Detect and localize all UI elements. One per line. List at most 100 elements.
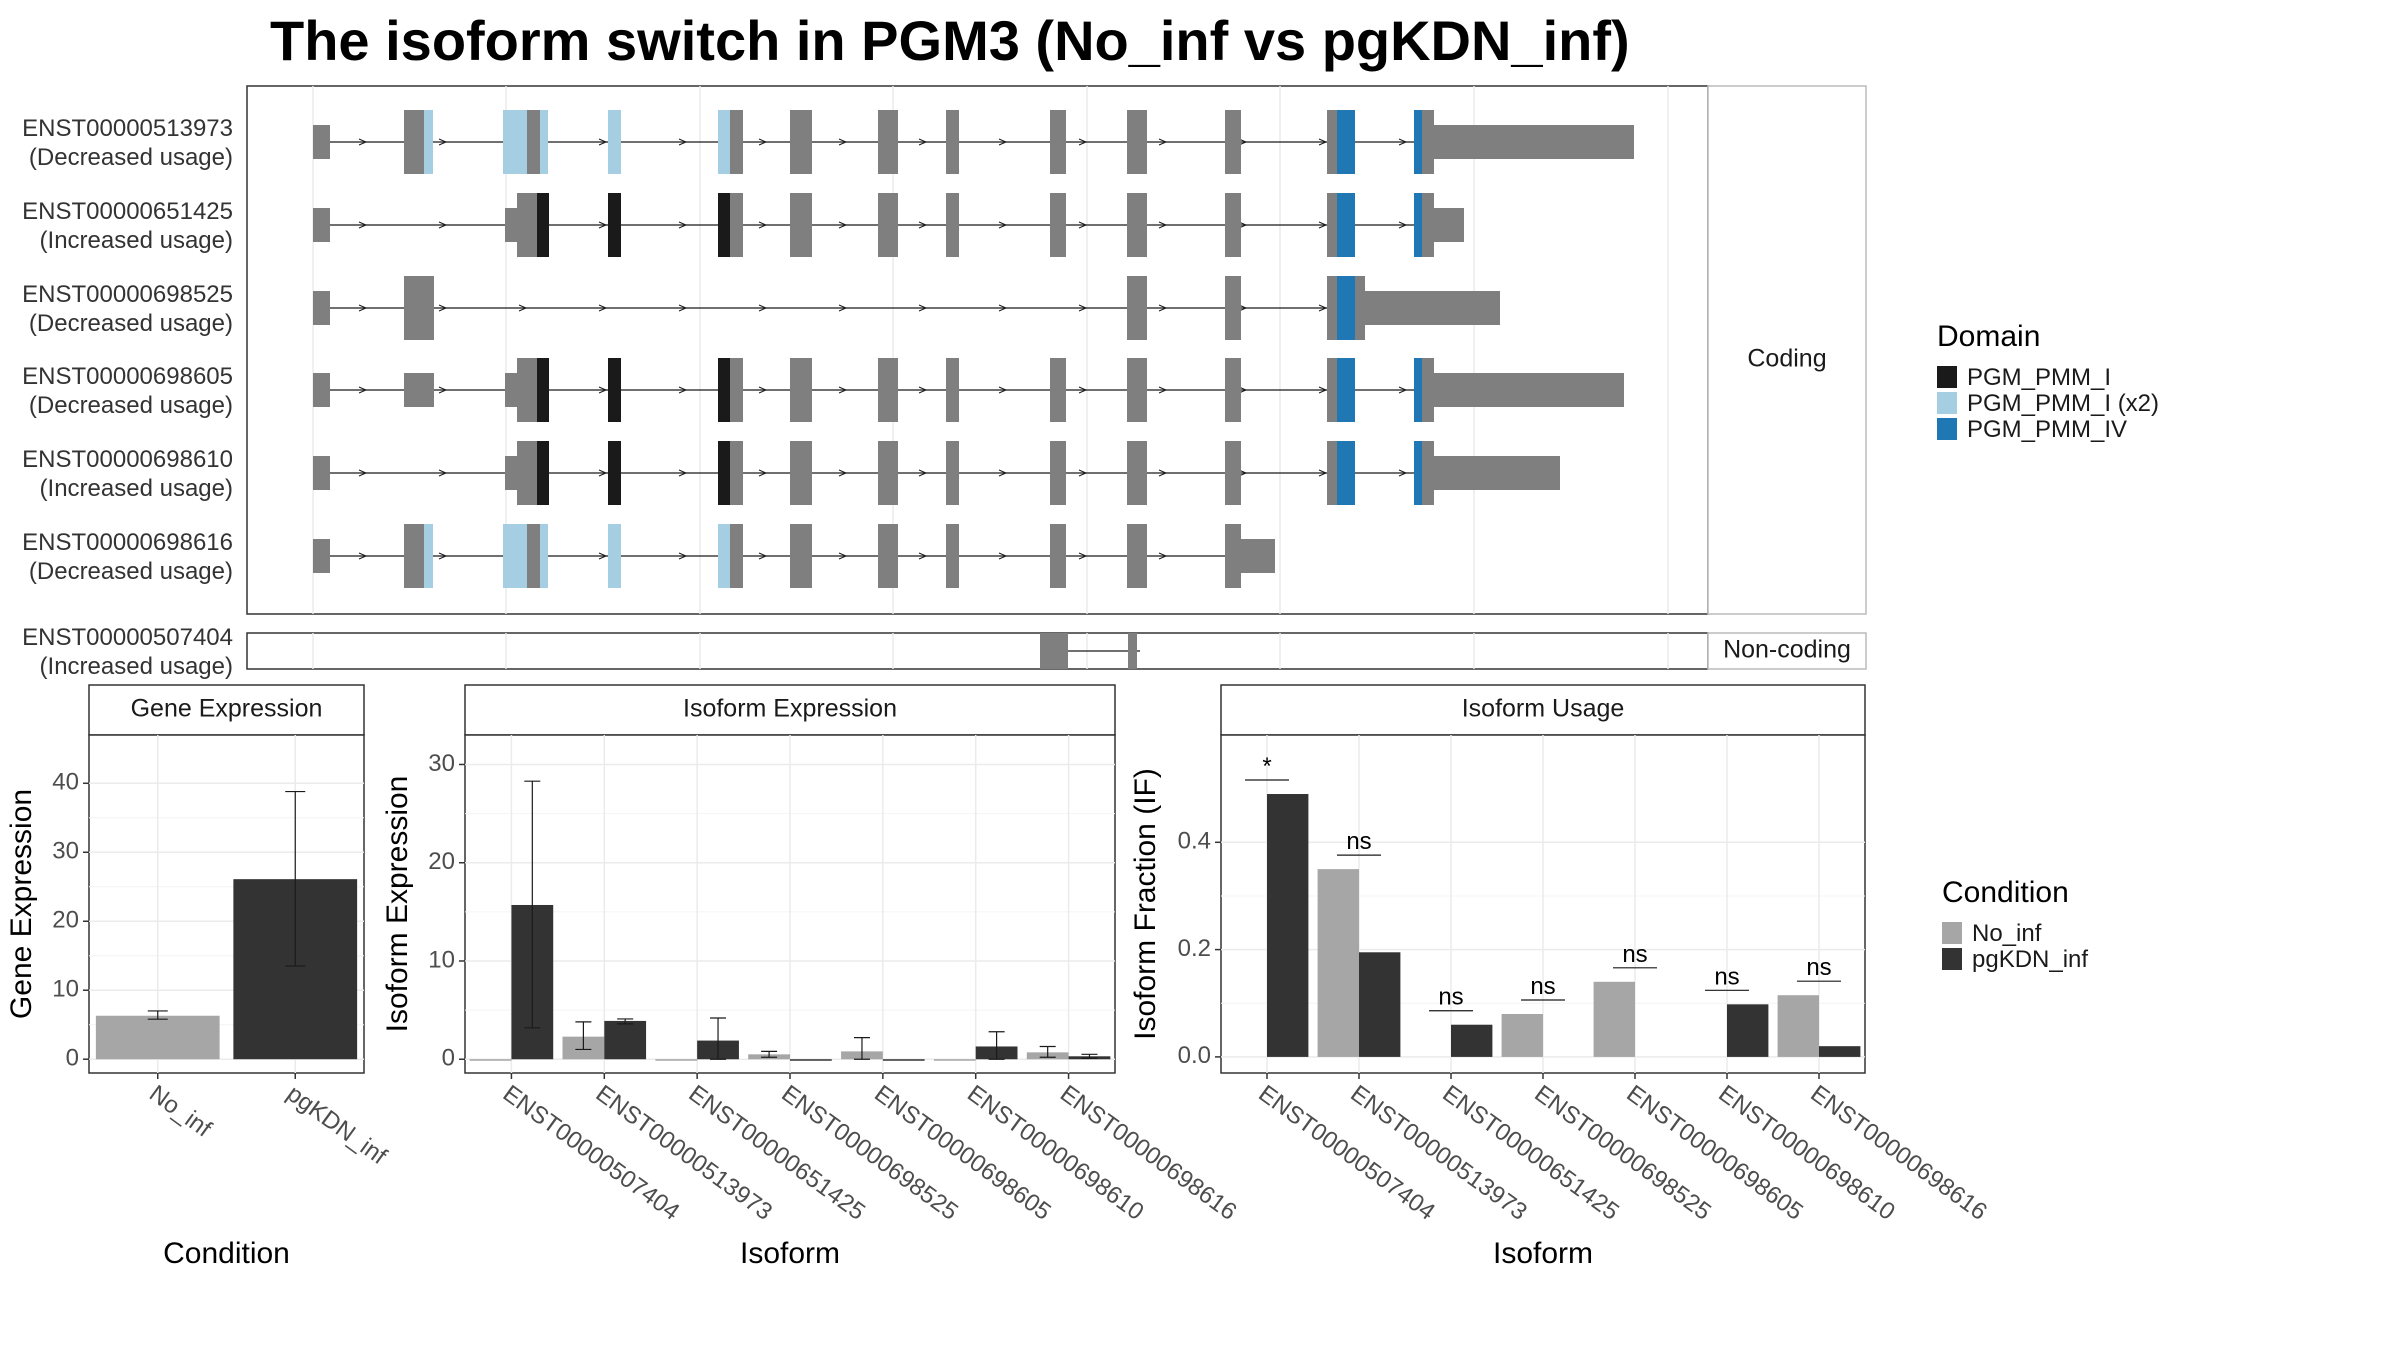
y-tick-label: 0: [442, 1045, 455, 1072]
y-tick-label: 0: [66, 1045, 79, 1072]
exon-block: [1434, 125, 1634, 159]
exon-block: [1050, 524, 1066, 588]
intron-arrow: [918, 304, 928, 312]
exon-block: [730, 441, 743, 505]
intron-arrow: [598, 138, 608, 146]
exon-block: [1050, 358, 1066, 422]
exon-block: [946, 441, 959, 505]
y-tick-label: 0.0: [1178, 1042, 1211, 1069]
intron-arrow: [1158, 469, 1168, 477]
exon-block: [527, 110, 540, 174]
x-axis-title: Isoform: [1493, 1237, 1593, 1270]
intron-arrow: [918, 221, 928, 229]
intron-arrow: [438, 386, 448, 394]
exon-block: [1225, 539, 1247, 573]
panel-strip-label: Isoform Usage: [1462, 695, 1625, 723]
intron-arrow: [358, 552, 368, 560]
exon-block: [946, 193, 959, 257]
intron-arrow: [678, 138, 688, 146]
noncoding-panel-frame: [246, 632, 1709, 670]
intron-arrow: [1238, 469, 1248, 477]
exon-block: [1414, 110, 1422, 174]
intron-arrow: [1318, 469, 1328, 477]
isoform-usage-bar: [1451, 1024, 1493, 1057]
y-axis-title: Isoform Expression: [381, 776, 414, 1033]
exon-block: [1327, 110, 1337, 174]
intron-arrow: [1238, 138, 1248, 146]
transcript-usage-label: (Increased usage): [40, 475, 233, 502]
intron-arrow: [998, 386, 1008, 394]
intron-arrow: [358, 386, 368, 394]
intron-arrow: [1398, 221, 1408, 229]
exon-block: [1422, 441, 1434, 505]
intron-arrow: [598, 386, 608, 394]
exon-block: [608, 358, 621, 422]
intron-arrow: [1238, 221, 1248, 229]
intron-arrow: [358, 304, 368, 312]
intron-arrow: [1238, 386, 1248, 394]
exon-block: [878, 193, 898, 257]
intron-arrow: [758, 386, 768, 394]
exon-block: [790, 110, 812, 174]
exon-block: [1225, 441, 1241, 505]
intron-arrow: [838, 304, 848, 312]
exon-block: [313, 373, 330, 407]
intron-arrow: [758, 304, 768, 312]
isoform-usage-bar: [1267, 794, 1309, 1057]
exon-block: [505, 208, 517, 242]
intron-arrow: [518, 304, 528, 312]
significance-label: *: [1262, 753, 1271, 780]
isoform-expression-bar: [790, 1059, 832, 1061]
domain-legend-label: PGM_PMM_IV: [1967, 416, 2127, 443]
intron-arrow: [1078, 138, 1088, 146]
intron-arrow: [1158, 386, 1168, 394]
transcript-usage-label: (Increased usage): [40, 653, 233, 680]
transcript-usage-label: (Increased usage): [40, 227, 233, 254]
y-tick-label: 40: [52, 769, 79, 796]
exon-block: [1040, 633, 1068, 669]
domain-legend-key: [1937, 392, 1957, 414]
exon-block: [1337, 110, 1355, 174]
exon-block: [1225, 358, 1241, 422]
exon-block: [1225, 276, 1241, 340]
isoform-usage-bar: [1819, 1046, 1861, 1057]
intron-arrow: [758, 552, 768, 560]
intron-arrow: [758, 138, 768, 146]
exon-block: [424, 524, 433, 588]
exon-block: [1127, 276, 1147, 340]
exon-block: [1337, 193, 1355, 257]
isoform-usage-bar: [1727, 1004, 1769, 1057]
exon-block: [1434, 208, 1464, 242]
exon-block: [878, 524, 898, 588]
intron-arrow: [1398, 469, 1408, 477]
exon-block: [404, 524, 424, 588]
exon-block: [1355, 276, 1365, 340]
exon-block: [1327, 358, 1337, 422]
exon-block: [1337, 441, 1355, 505]
exon-block: [313, 456, 330, 490]
intron-arrow: [838, 469, 848, 477]
intron-arrow: [918, 552, 928, 560]
exon-block: [1337, 358, 1355, 422]
exon-block: [1414, 193, 1422, 257]
intron-arrow: [1238, 304, 1248, 312]
x-tick-label: No_inf: [144, 1080, 216, 1143]
significance-label: ns: [1530, 973, 1555, 1000]
exon-block: [313, 125, 330, 159]
significance-label: ns: [1714, 963, 1739, 990]
x-tick-label: pgKDN_inf: [282, 1080, 392, 1170]
exon-block: [946, 358, 959, 422]
isoform-usage-bar: [1777, 995, 1819, 1057]
intron-arrow: [678, 304, 688, 312]
y-axis-title: Isoform Fraction (IF): [1129, 768, 1162, 1040]
exon-block: [505, 456, 517, 490]
intron-arrow: [598, 469, 608, 477]
intron-arrow: [358, 221, 368, 229]
domain-legend-title: Domain: [1937, 320, 2040, 353]
exon-block: [1127, 524, 1147, 588]
intron-arrow: [678, 552, 688, 560]
exon-block: [790, 441, 812, 505]
exon-block: [527, 524, 540, 588]
isoform-expression-bar: [882, 1059, 925, 1061]
